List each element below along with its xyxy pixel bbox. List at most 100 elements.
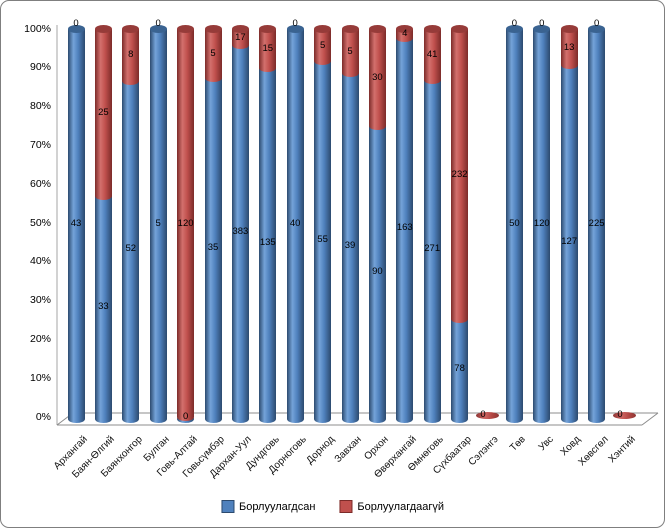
bar-top-cap <box>122 25 140 33</box>
value-label-sold: 39 <box>344 239 356 251</box>
bar-bottom-cap <box>149 415 167 423</box>
bar-top-cap <box>423 25 441 33</box>
bar-segment-sold <box>560 65 578 419</box>
bar-bottom-cap <box>314 415 332 423</box>
bar-bottom-cap <box>588 415 606 423</box>
bar-segment-sold <box>286 29 304 419</box>
bar-bottom-cap <box>231 415 249 423</box>
bar-unsold-bottom-cap <box>231 41 249 50</box>
value-label-sold: 383 <box>232 225 249 237</box>
value-label-sold: 225 <box>588 217 605 229</box>
bar-top-cap <box>177 25 195 33</box>
bar-segment-unsold <box>368 29 386 126</box>
bar-bottom-cap <box>286 415 304 423</box>
value-label-unsold: 0 <box>511 18 518 29</box>
value-label-unsold: 13 <box>563 41 575 53</box>
legend-item-unsold: Борлуулагдаагүй <box>339 500 444 513</box>
value-label-sold: 271 <box>424 242 441 254</box>
value-label-sold: 90 <box>372 266 383 277</box>
bar-top-cap <box>560 25 578 33</box>
value-label-unsold: 232 <box>451 168 468 180</box>
legend-item-sold: Борлуулагдсан <box>220 500 316 513</box>
bar-segment-unsold <box>231 29 249 46</box>
bar-top-cap <box>149 25 167 33</box>
bar-top-cap <box>314 25 332 33</box>
bar-unsold-bottom-cap <box>314 57 332 66</box>
value-label-sold: 127 <box>561 235 578 247</box>
value-label-unsold: 25 <box>98 107 109 119</box>
value-label-sold: 120 <box>533 217 550 229</box>
value-label-unsold: 0 <box>292 18 298 29</box>
value-label-sold: 43 <box>70 217 82 229</box>
value-label-unsold: 5 <box>319 39 326 51</box>
bar-top-cap <box>94 25 112 33</box>
bar-bottom-cap <box>396 415 414 423</box>
bar-bottom-cap <box>560 415 578 423</box>
y-axis-tick: 80% <box>29 100 51 113</box>
bar-bottom-cap <box>341 415 359 423</box>
value-label-sold: 40 <box>289 217 301 229</box>
value-label-unsold: 0 <box>155 18 161 29</box>
bar-top-cap <box>341 25 359 33</box>
value-label-sold: 5 <box>155 217 161 229</box>
value-label-sold: 163 <box>396 222 413 234</box>
value-label: 0 <box>480 409 486 420</box>
zero-bar-marker <box>613 412 636 419</box>
bar-top-cap <box>451 25 469 33</box>
y-axis-tick: 10% <box>29 371 51 384</box>
value-label-sold: 33 <box>98 301 109 313</box>
y-axis-tick: 70% <box>29 138 51 151</box>
bar-top-cap <box>286 25 304 33</box>
bar-top-cap <box>67 25 85 33</box>
value-label-sold: 78 <box>454 362 465 374</box>
value-label-unsold: 41 <box>426 48 438 60</box>
y-axis-tick: 100% <box>24 22 51 35</box>
legend-label-sold: Борлуулагдсан <box>238 500 316 513</box>
bar-segment-sold <box>423 79 441 419</box>
bar-top-cap <box>231 25 249 33</box>
bar-bottom-cap <box>67 415 85 423</box>
bar-unsold-bottom-cap <box>259 63 277 72</box>
bar-bottom-cap <box>533 415 551 423</box>
value-label-unsold: 8 <box>128 49 134 61</box>
bar-top-cap <box>204 25 222 33</box>
bar-bottom-cap <box>505 415 523 423</box>
value-label-unsold: 0 <box>73 18 79 29</box>
bar-segment-unsold <box>177 29 195 417</box>
legend-label-unsold: Борлуулагдаагүй <box>357 500 445 513</box>
bar-top-cap <box>259 25 277 33</box>
bar-unsold-bottom-cap <box>341 69 359 78</box>
zero-bar-marker <box>476 412 499 419</box>
bar-segment-unsold <box>204 29 222 78</box>
legend-swatch-unsold <box>339 500 353 513</box>
bar-bottom-cap <box>368 415 386 423</box>
bar-segment-sold <box>122 80 140 419</box>
value-label-unsold: 30 <box>372 72 383 83</box>
bar-unsold-bottom-cap <box>560 61 578 70</box>
value-label: 0 <box>617 409 623 420</box>
bar-top-cap <box>505 25 523 33</box>
bar-unsold-bottom-cap <box>423 75 441 84</box>
y-axis-tick: 20% <box>29 332 51 345</box>
bar-unsold-bottom-cap <box>94 192 112 201</box>
value-label-unsold: 120 <box>177 217 194 229</box>
y-axis-tick: 30% <box>29 294 51 307</box>
bar-segment-unsold <box>451 29 469 320</box>
value-label-sold: 135 <box>259 236 276 248</box>
value-label-sold: 0 <box>182 411 189 422</box>
bar-segment-unsold <box>314 29 332 62</box>
bar-segment-sold <box>204 77 222 419</box>
bar-unsold-bottom-cap <box>368 122 386 130</box>
bar-segment-unsold <box>396 29 414 39</box>
y-axis-tick: 0% <box>35 410 51 423</box>
value-label-sold: 52 <box>125 243 137 255</box>
bar-top-cap <box>396 25 414 33</box>
value-label-sold: 50 <box>509 217 520 229</box>
bar-segment-sold <box>368 126 386 419</box>
bar-segment-unsold <box>423 29 441 80</box>
value-label-sold: 55 <box>317 233 328 245</box>
bar-top-cap <box>533 25 551 33</box>
bar-segment-sold <box>451 319 469 419</box>
value-label-unsold: 0 <box>593 18 600 29</box>
